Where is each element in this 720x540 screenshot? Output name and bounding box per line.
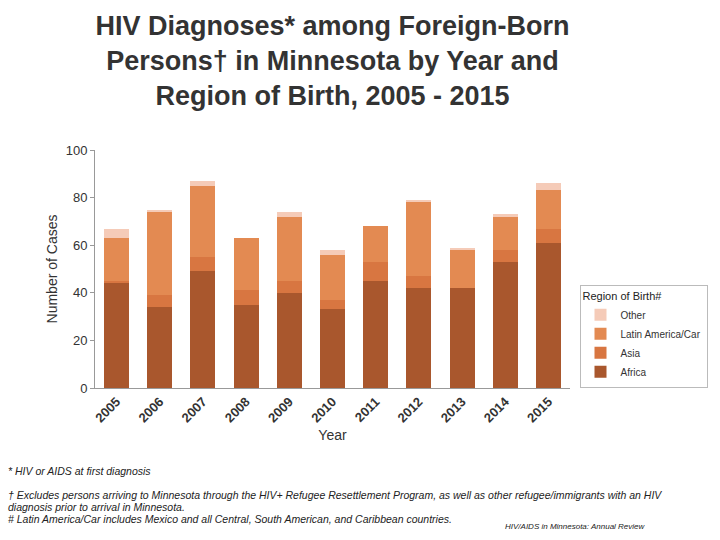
html-text:† Excludes persons arriving to: † Excludes persons arriving to Minnesota…: [8, 489, 662, 513]
svg-text:100: 100: [66, 143, 88, 158]
svg-text:2008: 2008: [222, 394, 253, 425]
svg-text:60: 60: [73, 238, 87, 253]
html-text:HIV/AIDS in Minnesota: Annual: HIV/AIDS in Minnesota: Annual Review: [505, 522, 645, 531]
svg-text:Asia: Asia: [621, 348, 641, 359]
svg-text:2015: 2015: [524, 394, 555, 425]
svg-text:Region of Birth#: Region of Birth#: [583, 290, 663, 302]
svg-text:2012: 2012: [395, 394, 426, 425]
svg-text:2005: 2005: [92, 394, 123, 425]
svg-text:Africa: Africa: [621, 367, 647, 378]
svg-text:Other: Other: [621, 310, 647, 321]
html-text:# Latin America/Car includes M: # Latin America/Car includes Mexico and …: [8, 513, 452, 525]
svg-text:2007: 2007: [179, 394, 210, 425]
svg-text:0: 0: [80, 381, 87, 396]
svg-text:2014: 2014: [481, 394, 513, 426]
svg-text:40: 40: [73, 285, 87, 300]
svg-text:2011: 2011: [352, 394, 383, 425]
svg-text:2010: 2010: [308, 394, 339, 425]
svg-text:80: 80: [73, 190, 87, 205]
svg-text:2013: 2013: [438, 394, 469, 425]
svg-text:2006: 2006: [135, 394, 166, 425]
html-text:* HIV or AIDS at first diagnos: * HIV or AIDS at first diagnosis: [8, 465, 151, 477]
svg-text:2009: 2009: [265, 394, 296, 425]
svg-text:Number of Cases: Number of Cases: [44, 215, 60, 324]
svg-text:HIV Diagnoses* among Foreign-B: HIV Diagnoses* among Foreign-BornPersons…: [95, 11, 569, 111]
svg-text:Year: Year: [318, 427, 347, 443]
svg-text:Latin America/Car: Latin America/Car: [621, 329, 701, 340]
svg-text:20: 20: [73, 333, 87, 348]
